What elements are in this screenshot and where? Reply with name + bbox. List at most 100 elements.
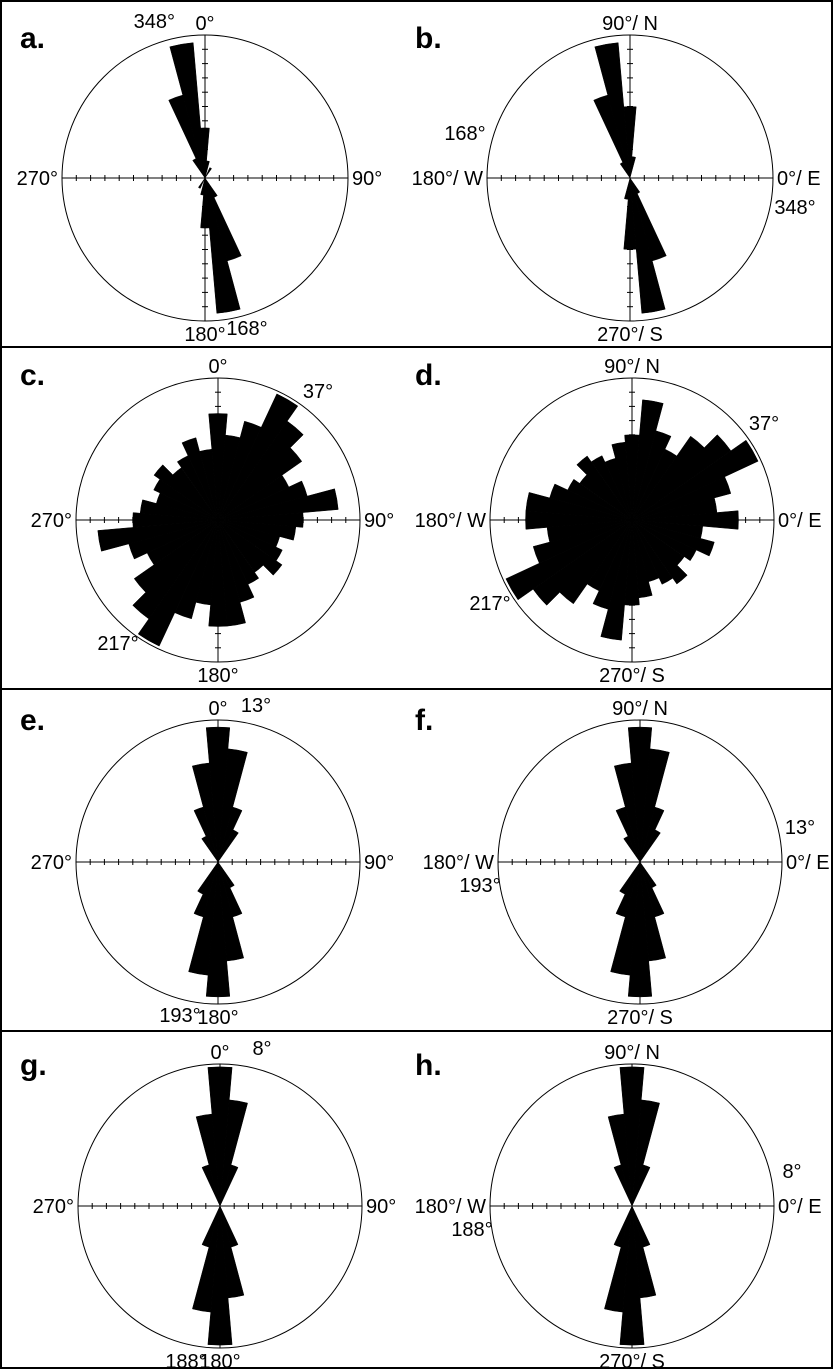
rose-petal [593,94,631,179]
orientation-annotation: 348° [774,197,815,219]
axis-label-right: 90° [364,510,394,532]
rose-petal [631,435,705,521]
rose-petal [201,1205,221,1248]
axis-label-bottom: 270°/ S [597,324,663,346]
rose-petal [217,447,303,521]
rose-petal [217,806,243,863]
axis-label-right: 0°/ E [786,852,830,874]
rose-petal [623,177,637,250]
rose-petal [629,156,636,179]
rose-petal [600,519,633,641]
rose-petal [219,1164,239,1207]
axis-label-right: 90° [352,168,382,190]
orientation-annotation: 8° [252,1038,271,1060]
rose-petal [623,835,641,863]
orientation-annotation: 193° [459,875,500,897]
rose-petal [192,158,206,179]
axis-label-left: 270° [17,168,58,190]
rose-petal [615,806,641,863]
axis-label-right: 90° [366,1196,396,1218]
rose-petal [201,835,219,863]
rose-petal [133,519,219,593]
rose-petal [629,177,667,262]
orientation-annotation: 13° [785,817,815,839]
rose-petal [198,177,206,189]
rose-petal [132,519,219,620]
rose-petal [631,519,688,585]
rose-petal [217,829,239,863]
axis-label-top: 90°/ N [604,1042,660,1064]
orientation-annotation: 188° [451,1219,492,1241]
rose-petal [168,94,206,179]
rose-petal [205,861,231,998]
rose-petal [619,861,641,895]
rose-panel-b: b. 90°/ N 270°/ S 180°/ W 0°/ E 168° 348° [412,13,821,346]
axis-label-right: 90° [364,852,394,874]
rose-petal [205,726,231,863]
panel-label: d. [415,359,442,392]
rose-petal [200,127,210,179]
rose-petal [615,861,641,918]
orientation-annotation: 217° [97,633,138,655]
axis-label-bottom: 270°/ S [607,1007,673,1029]
rose-petal [505,519,633,601]
orientation-annotation: 348° [134,11,175,33]
rose-panel-f: f. 90°/ N 270°/ S 180°/ W 0°/ E 13° 193° [415,698,830,1029]
axis-label-right: 0°/ E [778,1196,822,1218]
axis-label-top: 0° [210,1042,229,1064]
orientation-annotation: 217° [469,593,510,615]
rose-petal [207,1066,233,1207]
axis-label-bottom: 270°/ S [599,1351,665,1369]
rose-petal [623,106,637,179]
axis-label-right: 0°/ E [778,510,822,532]
rose-petal [639,861,657,889]
rose-petal [217,512,304,528]
orientation-annotation: 37° [749,413,779,435]
rose-petal [217,393,299,521]
rose-petal [200,177,206,196]
rose-panel-d: d. 90°/ N 270°/ S 180°/ W 0°/ E 37° 217° [415,356,822,687]
rose-petal [627,861,653,998]
panel-label: c. [20,359,45,392]
rose-petal [204,177,218,198]
axis-label-top: 90°/ N [612,698,668,720]
rose-petal [619,1066,645,1207]
rose-petal [199,449,219,521]
rose-petal [619,162,631,179]
panel-label: e. [20,704,45,737]
rose-petal [97,519,219,552]
rose-petal [631,519,715,557]
panel-label: a. [20,22,45,55]
rose-panel-g: g. 0° 180° 270° 90° 8° 188° [20,1038,396,1369]
orientation-annotation: 37° [303,381,333,403]
axis-label-left: 180°/ W [423,852,494,874]
rose-petal [217,420,304,521]
panel-label: g. [20,1049,47,1082]
rose-petal [631,434,732,521]
rose-petal [217,861,235,889]
rose-petal [217,488,339,521]
axis-label-left: 180°/ W [415,1196,486,1218]
rose-panel-e: e. 0° 180° 270° 90° 13° 193° [20,695,394,1029]
rose-panel-c: c. 0° 180° 270° 90° 37° 217° [20,356,394,687]
axis-label-left: 270° [31,510,72,532]
axis-label-top: 90°/ N [602,13,658,35]
rose-petal [639,829,661,863]
axis-label-left: 180°/ W [415,510,486,532]
rose-petal [624,434,640,521]
axis-label-top: 0° [195,13,214,35]
rose-petal [619,1205,645,1346]
rose-petal [207,1205,233,1346]
rose-petal [631,510,739,530]
axis-label-bottom: 180° [197,665,238,687]
rose-petal [204,160,210,179]
rose-panel-a: a. 0° 180° 270° 90° 348° 168° [17,11,383,346]
rose-petal [208,413,228,521]
axis-label-bottom: 180° [184,324,225,346]
rose-petal [613,1205,633,1248]
rose-petal [132,512,219,528]
rose-petal [219,1205,239,1248]
axis-label-left: 270° [33,1196,74,1218]
